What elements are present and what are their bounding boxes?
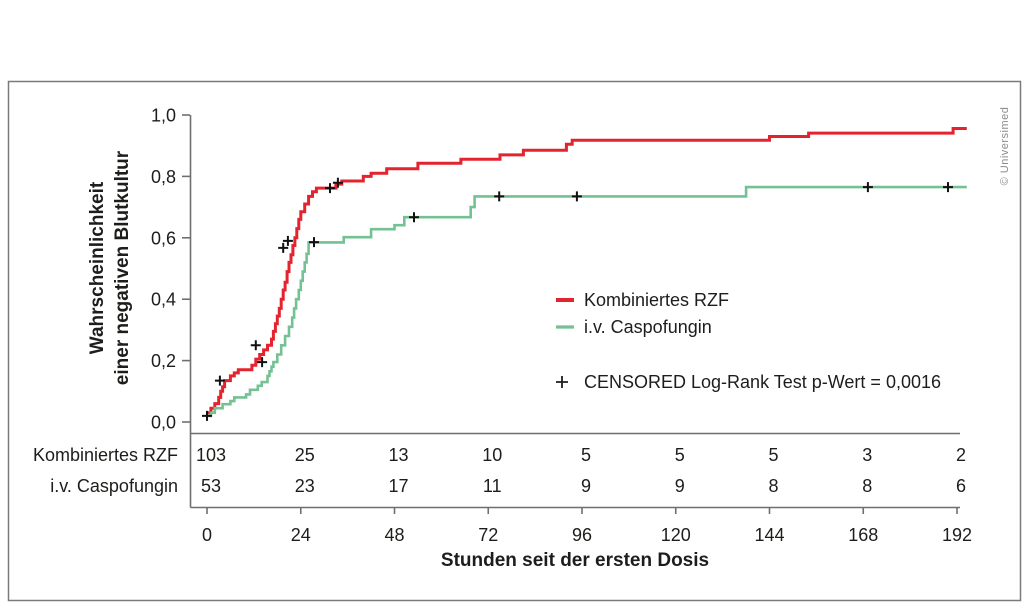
risk-row-label-kombiniertes-rzf: Kombiniertes RZF [33,445,178,465]
censor-plus-icon [309,237,319,248]
y-axis-title: Wahrscheinlichkeit einer negativen Blutk… [87,150,133,385]
risk-value: 6 [956,476,966,496]
risk-value: 5 [581,445,591,465]
censor-plus-icon [325,183,335,194]
legend-censored-plus-icon [556,376,568,388]
survival-curve-iv-caspofungin [207,185,967,418]
y-axis-ticks: 1,0 0,8 0,6 0,4 0,2 0,0 [151,106,190,433]
censor-plus-icon [409,212,419,223]
x-tick-label: 48 [384,525,404,545]
axes: 1,00,80,60,40,20,0 0 24 48 72 96 120 144 168 192 [151,106,972,546]
legend-censored-label: CENSORED Log-Rank Test p-Wert = 0,0016 [584,372,941,392]
survival-curve-kombiniertes-rzf [207,127,967,415]
risk-value: 23 [295,476,315,496]
censor-plus-icon [250,340,261,351]
y-tick-label: 0,0 [151,413,176,433]
censor-marks [202,177,953,421]
x-tick-label: 72 [478,525,498,545]
y-tick-label: 0,6 [151,228,176,248]
risk-value: 13 [388,445,408,465]
risk-value: 25 [295,445,315,465]
risk-value: 17 [388,476,408,496]
censor-plus-icon [278,242,289,253]
x-axis-title: Stunden seit der ersten Dosis [441,550,709,571]
copyright-label: © Universimed [999,107,1011,186]
x-tick-label: 0 [202,525,212,545]
x-axis-ticks: 0 24 48 72 96 120 144 168 192 [202,507,972,545]
x-tick-label: 168 [848,525,878,545]
x-tick-label: 24 [291,525,311,545]
risk-values: 103 25 13 10 5 5 5 3 253 23 17 11 9 9 8 8 6 [196,445,966,496]
x-tick-label: 144 [754,525,784,545]
censor-plus-icon [282,235,293,246]
censor-plus-icon [332,177,343,188]
risk-value: 9 [581,476,591,496]
risk-value: 3 [862,445,872,465]
censor-plus-icon [257,357,268,368]
survival-curves [207,127,967,418]
x-tick-label: 192 [942,525,972,545]
censor-plus-icon [494,191,505,202]
censor-plus-icon [862,182,873,193]
risk-value: 8 [862,476,872,496]
risk-value: 10 [482,445,502,465]
y-tick-label: 0,8 [151,167,176,187]
x-tick-label: 120 [661,525,691,545]
risk-value: 8 [768,476,778,496]
censor-plus-icon [943,182,953,193]
y-tick-label: 0,2 [151,351,176,371]
x-tick-label: 96 [572,525,592,545]
y-tick-label: 1,0 [151,106,176,126]
censor-plus-icon [571,191,582,202]
y-axis-title-line1: Wahrscheinlichkeit [87,181,108,354]
risk-row-label-iv-caspofungin: i.v. Caspofungin [50,476,178,496]
risk-value: 53 [201,476,221,496]
legend: Kombiniertes RZF i.v. Caspofungin CENSOR… [556,290,941,392]
censor-plus-icon [214,375,225,386]
risk-value: 5 [675,445,685,465]
y-axis-title-line2: einer negativen Blutkultur [112,150,133,385]
risk-value: 9 [675,476,685,496]
risk-value: 11 [483,476,502,496]
censor-plus-icon [202,410,212,421]
y-tick-label: 0,4 [151,290,176,310]
risk-table: Kombiniertes RZF i.v. Caspofungin 103 25 1… [33,445,966,496]
risk-value: 5 [768,445,778,465]
risk-value: 2 [956,445,966,465]
legend-label-iv-caspofungin: i.v. Caspofungin [584,317,712,337]
figure-border [7,80,1022,602]
legend-label-kombiniertes-rzf: Kombiniertes RZF [584,290,729,310]
risk-value: 103 [196,445,226,465]
